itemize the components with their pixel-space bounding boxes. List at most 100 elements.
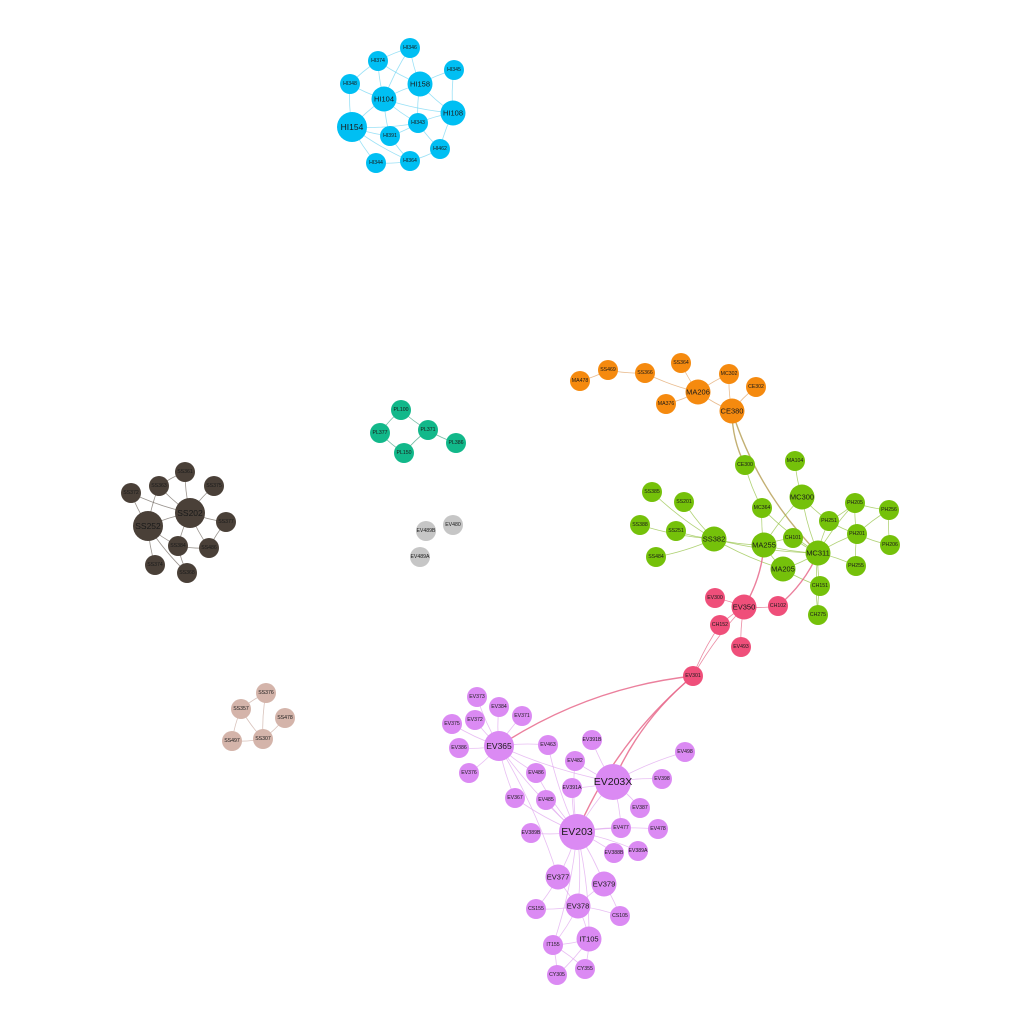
node-ss478[interactable]: SS478 bbox=[275, 708, 295, 728]
node-ss201[interactable]: SS201 bbox=[674, 492, 694, 512]
node-it105[interactable]: IT105 bbox=[577, 927, 602, 952]
node-hi462[interactable]: HI462 bbox=[430, 139, 450, 159]
node-ce302[interactable]: CE302 bbox=[746, 377, 766, 397]
node-cs155[interactable]: CS155 bbox=[526, 899, 546, 919]
node-ss497[interactable]: SS497 bbox=[222, 731, 242, 751]
node-hi108[interactable]: HI108 bbox=[441, 101, 466, 126]
node-ss372[interactable]: SS372 bbox=[121, 483, 141, 503]
node-ss363[interactable]: SS363 bbox=[149, 476, 169, 496]
node-ph205[interactable]: PH205 bbox=[845, 493, 865, 513]
node-ss388[interactable]: SS388 bbox=[630, 515, 650, 535]
node-mc300[interactable]: MC300 bbox=[790, 485, 815, 510]
node-hi343[interactable]: HI343 bbox=[408, 113, 428, 133]
node-cs105[interactable]: CS105 bbox=[610, 906, 630, 926]
node-ss366[interactable]: SS366 bbox=[635, 363, 655, 383]
node-ev477[interactable]: EV477 bbox=[611, 818, 631, 838]
node-ev350[interactable]: EV350 bbox=[732, 595, 757, 620]
node-ev489a[interactable]: EV489A bbox=[410, 547, 430, 567]
node-hi104[interactable]: HI104 bbox=[372, 87, 397, 112]
node-ma255[interactable]: MA255 bbox=[752, 533, 777, 558]
node-ss384[interactable]: SS384 bbox=[168, 536, 188, 556]
node-ma478[interactable]: MA478 bbox=[570, 371, 590, 391]
node-ev203x[interactable]: EV203X bbox=[594, 764, 633, 800]
node-pl377[interactable]: PL377 bbox=[370, 423, 390, 443]
node-hi344[interactable]: HI344 bbox=[366, 153, 386, 173]
node-ma205[interactable]: MA205 bbox=[771, 557, 796, 582]
node-pl371[interactable]: PL371 bbox=[418, 420, 438, 440]
node-hi346[interactable]: HI346 bbox=[400, 38, 420, 58]
node-ss376[interactable]: SS376 bbox=[256, 683, 276, 703]
node-ev300[interactable]: EV300 bbox=[705, 588, 725, 608]
node-ev379[interactable]: EV379 bbox=[592, 872, 617, 897]
node-ce380[interactable]: CE380 bbox=[720, 399, 745, 424]
node-ev485[interactable]: EV485 bbox=[536, 790, 556, 810]
node-ev387[interactable]: EV387 bbox=[630, 798, 650, 818]
node-ev489b[interactable]: EV489B bbox=[416, 521, 436, 541]
node-cy355[interactable]: CY355 bbox=[575, 959, 595, 979]
node-ev391a[interactable]: EV391A bbox=[562, 778, 582, 798]
node-ss484[interactable]: SS484 bbox=[646, 547, 666, 567]
node-ev367[interactable]: EV367 bbox=[505, 788, 525, 808]
node-pl100[interactable]: PL100 bbox=[391, 400, 411, 420]
node-hi391[interactable]: HI391 bbox=[380, 126, 400, 146]
node-hi364[interactable]: HI364 bbox=[400, 151, 420, 171]
node-ch101[interactable]: CH101 bbox=[783, 528, 803, 548]
node-ce300[interactable]: CE300 bbox=[735, 455, 755, 475]
node-hi374[interactable]: HI374 bbox=[368, 51, 388, 71]
node-ev389b[interactable]: EV389B bbox=[521, 823, 541, 843]
node-ev493[interactable]: EV493 bbox=[731, 637, 751, 657]
node-ss357[interactable]: SS357 bbox=[231, 699, 251, 719]
node-mc311[interactable]: MC311 bbox=[806, 541, 831, 566]
node-ev376[interactable]: EV376 bbox=[459, 763, 479, 783]
node-ev398[interactable]: EV398 bbox=[652, 769, 672, 789]
node-ss486[interactable]: SS486 bbox=[199, 538, 219, 558]
node-ss374[interactable]: SS374 bbox=[145, 555, 165, 575]
node-ev480[interactable]: EV480 bbox=[443, 515, 463, 535]
node-hi345[interactable]: HI345 bbox=[444, 60, 464, 80]
node-ma206[interactable]: MA206 bbox=[686, 380, 711, 405]
node-ev388b[interactable]: EV388B bbox=[604, 843, 624, 863]
node-ma104[interactable]: MA104 bbox=[785, 451, 805, 471]
node-ss361[interactable]: SS361 bbox=[175, 462, 195, 482]
node-cy305[interactable]: CY305 bbox=[547, 965, 567, 985]
node-mc302[interactable]: MC302 bbox=[719, 364, 739, 384]
node-ev389a[interactable]: EV389A bbox=[628, 841, 648, 861]
node-ev373[interactable]: EV373 bbox=[467, 687, 487, 707]
node-hi158[interactable]: HI158 bbox=[408, 72, 433, 97]
node-hi154[interactable]: HI154 bbox=[337, 112, 367, 142]
node-ph255[interactable]: PH255 bbox=[846, 556, 866, 576]
node-ev203[interactable]: EV203 bbox=[559, 814, 595, 850]
node-mc364[interactable]: MC364 bbox=[752, 498, 772, 518]
node-ch275[interactable]: CH275 bbox=[808, 605, 828, 625]
node-ss385[interactable]: SS385 bbox=[642, 482, 662, 502]
node-pl150[interactable]: PL150 bbox=[394, 443, 414, 463]
node-ev486[interactable]: EV486 bbox=[526, 763, 546, 783]
node-ss469[interactable]: SS469 bbox=[598, 360, 618, 380]
node-ss251[interactable]: SS251 bbox=[666, 521, 686, 541]
node-ev301[interactable]: EV301 bbox=[683, 666, 703, 686]
node-ev478[interactable]: EV478 bbox=[648, 819, 668, 839]
node-ss202[interactable]: SS202 bbox=[175, 498, 205, 528]
node-ev498[interactable]: EV498 bbox=[675, 742, 695, 762]
node-ph206[interactable]: PH206 bbox=[880, 535, 900, 555]
node-ph251[interactable]: PH251 bbox=[819, 511, 839, 531]
node-hi348[interactable]: HI348 bbox=[340, 74, 360, 94]
node-ch151[interactable]: CH151 bbox=[810, 576, 830, 596]
node-ch102[interactable]: CH102 bbox=[768, 596, 788, 616]
node-ev377[interactable]: EV377 bbox=[546, 865, 571, 890]
node-ph201[interactable]: PH201 bbox=[847, 524, 867, 544]
node-ev372[interactable]: EV372 bbox=[465, 710, 485, 730]
node-ev375[interactable]: EV375 bbox=[442, 714, 462, 734]
node-ss375[interactable]: SS375 bbox=[204, 476, 224, 496]
node-ss252[interactable]: SS252 bbox=[133, 511, 163, 541]
node-ev384[interactable]: EV384 bbox=[489, 697, 509, 717]
node-ma376[interactable]: MA376 bbox=[656, 394, 676, 414]
node-ev378[interactable]: EV378 bbox=[566, 894, 591, 919]
node-ev463[interactable]: EV463 bbox=[538, 735, 558, 755]
node-ev391b[interactable]: EV391B bbox=[582, 730, 602, 750]
node-ev365[interactable]: EV365 bbox=[484, 731, 514, 761]
node-ch152[interactable]: CH152 bbox=[710, 615, 730, 635]
node-ev386[interactable]: EV386 bbox=[449, 738, 469, 758]
node-pl386[interactable]: PL386 bbox=[446, 433, 466, 453]
node-ev371[interactable]: EV371 bbox=[512, 706, 532, 726]
